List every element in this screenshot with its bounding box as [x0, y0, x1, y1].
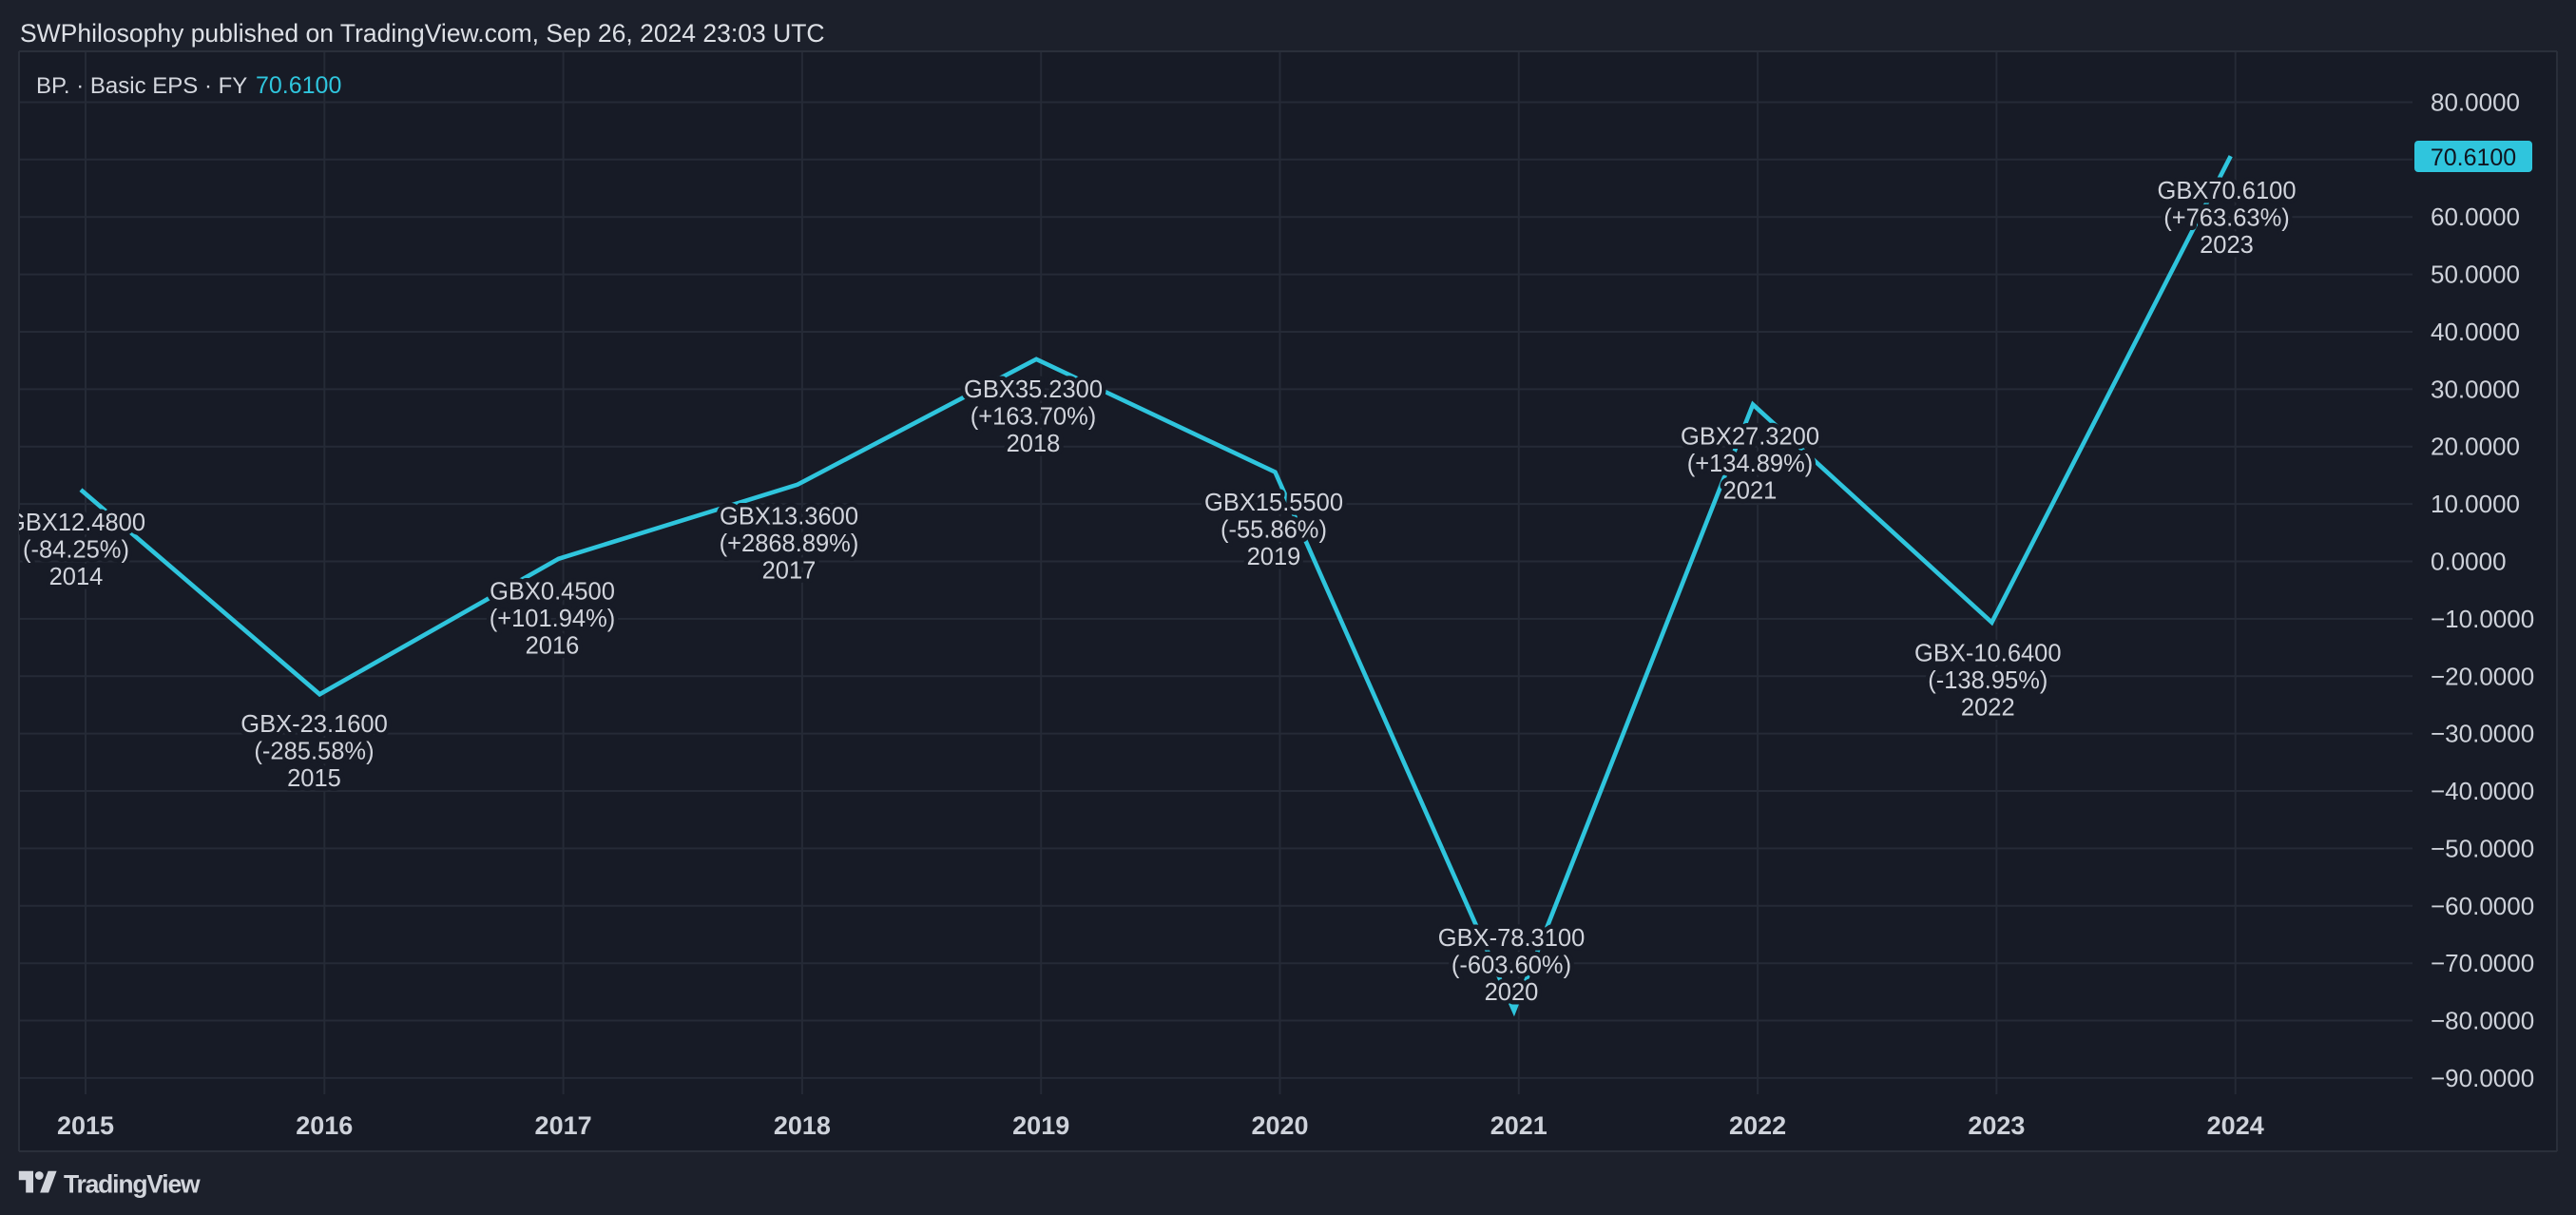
svg-text:−10.0000: −10.0000: [2431, 605, 2534, 633]
svg-text:−70.0000: −70.0000: [2431, 949, 2534, 977]
svg-text:2022: 2022: [1729, 1111, 1786, 1140]
svg-text:−20.0000: −20.0000: [2431, 662, 2534, 690]
svg-text:GBX27.3200: GBX27.3200: [1681, 424, 1819, 451]
svg-text:2023: 2023: [1968, 1111, 2025, 1140]
svg-text:GBX-78.3100: GBX-78.3100: [1438, 925, 1586, 952]
svg-text:2018: 2018: [774, 1111, 831, 1140]
svg-text:(-55.86%): (-55.86%): [1221, 517, 1327, 544]
svg-text:2019: 2019: [1247, 544, 1301, 570]
svg-text:BP. · Basic EPS · FY: BP. · Basic EPS · FY: [36, 73, 247, 99]
svg-text:2021: 2021: [1723, 478, 1778, 505]
svg-text:20.0000: 20.0000: [2431, 433, 2520, 461]
svg-text:(-603.60%): (-603.60%): [1451, 953, 1571, 979]
svg-text:(+763.63%): (+763.63%): [2163, 205, 2290, 232]
svg-text:2024: 2024: [2207, 1111, 2264, 1140]
svg-text:−80.0000: −80.0000: [2431, 1007, 2534, 1035]
svg-text:80.0000: 80.0000: [2431, 88, 2520, 117]
svg-text:GBX-23.1600: GBX-23.1600: [240, 711, 388, 738]
svg-text:GBX0.4500: GBX0.4500: [490, 579, 615, 606]
svg-text:(+163.70%): (+163.70%): [971, 404, 1097, 431]
svg-text:−40.0000: −40.0000: [2431, 777, 2534, 805]
svg-text:(+2868.89%): (+2868.89%): [720, 530, 859, 557]
svg-text:2014: 2014: [49, 564, 104, 590]
svg-text:−30.0000: −30.0000: [2431, 720, 2534, 748]
svg-text:GBX15.5500: GBX15.5500: [1204, 490, 1343, 516]
svg-text:−90.0000: −90.0000: [2431, 1064, 2534, 1092]
svg-text:(-285.58%): (-285.58%): [254, 739, 374, 765]
svg-text:70.6100: 70.6100: [256, 72, 341, 99]
svg-text:(+134.89%): (+134.89%): [1687, 451, 1814, 477]
svg-text:(-84.25%): (-84.25%): [23, 537, 129, 564]
svg-text:2015: 2015: [287, 765, 341, 792]
svg-text:2023: 2023: [2200, 232, 2254, 259]
svg-text:GBX35.2300: GBX35.2300: [964, 376, 1103, 403]
svg-text:SWPhilosophy published on Trad: SWPhilosophy published on TradingView.co…: [20, 19, 825, 48]
svg-text:2015: 2015: [57, 1111, 114, 1140]
svg-text:(+101.94%): (+101.94%): [490, 606, 616, 632]
svg-text:30.0000: 30.0000: [2431, 375, 2520, 403]
svg-text:GBX13.3600: GBX13.3600: [720, 504, 858, 530]
svg-text:2017: 2017: [762, 558, 817, 585]
svg-text:−50.0000: −50.0000: [2431, 834, 2534, 862]
svg-text:(-138.95%): (-138.95%): [1928, 667, 2047, 694]
svg-text:2017: 2017: [535, 1111, 592, 1140]
svg-text:−60.0000: −60.0000: [2431, 892, 2534, 920]
svg-text:60.0000: 60.0000: [2431, 202, 2520, 231]
svg-text:2020: 2020: [1485, 979, 1539, 1006]
svg-text:2016: 2016: [526, 633, 580, 660]
svg-text:2020: 2020: [1251, 1111, 1308, 1140]
svg-text:TradingView: TradingView: [64, 1170, 201, 1199]
svg-text:50.0000: 50.0000: [2431, 260, 2520, 289]
svg-text:2021: 2021: [1490, 1111, 1548, 1140]
svg-text:GBX12.4800: GBX12.4800: [7, 510, 145, 536]
svg-text:2022: 2022: [1961, 695, 2015, 722]
svg-text:GBX-10.6400: GBX-10.6400: [1914, 641, 2062, 667]
svg-text:GBX70.6100: GBX70.6100: [2157, 178, 2296, 204]
svg-text:0.0000: 0.0000: [2431, 548, 2507, 576]
svg-text:2016: 2016: [296, 1111, 353, 1140]
svg-text:2019: 2019: [1012, 1111, 1069, 1140]
svg-text:2018: 2018: [1007, 431, 1061, 457]
svg-text:40.0000: 40.0000: [2431, 318, 2520, 346]
svg-text:70.6100: 70.6100: [2431, 145, 2516, 171]
svg-text:10.0000: 10.0000: [2431, 490, 2520, 518]
